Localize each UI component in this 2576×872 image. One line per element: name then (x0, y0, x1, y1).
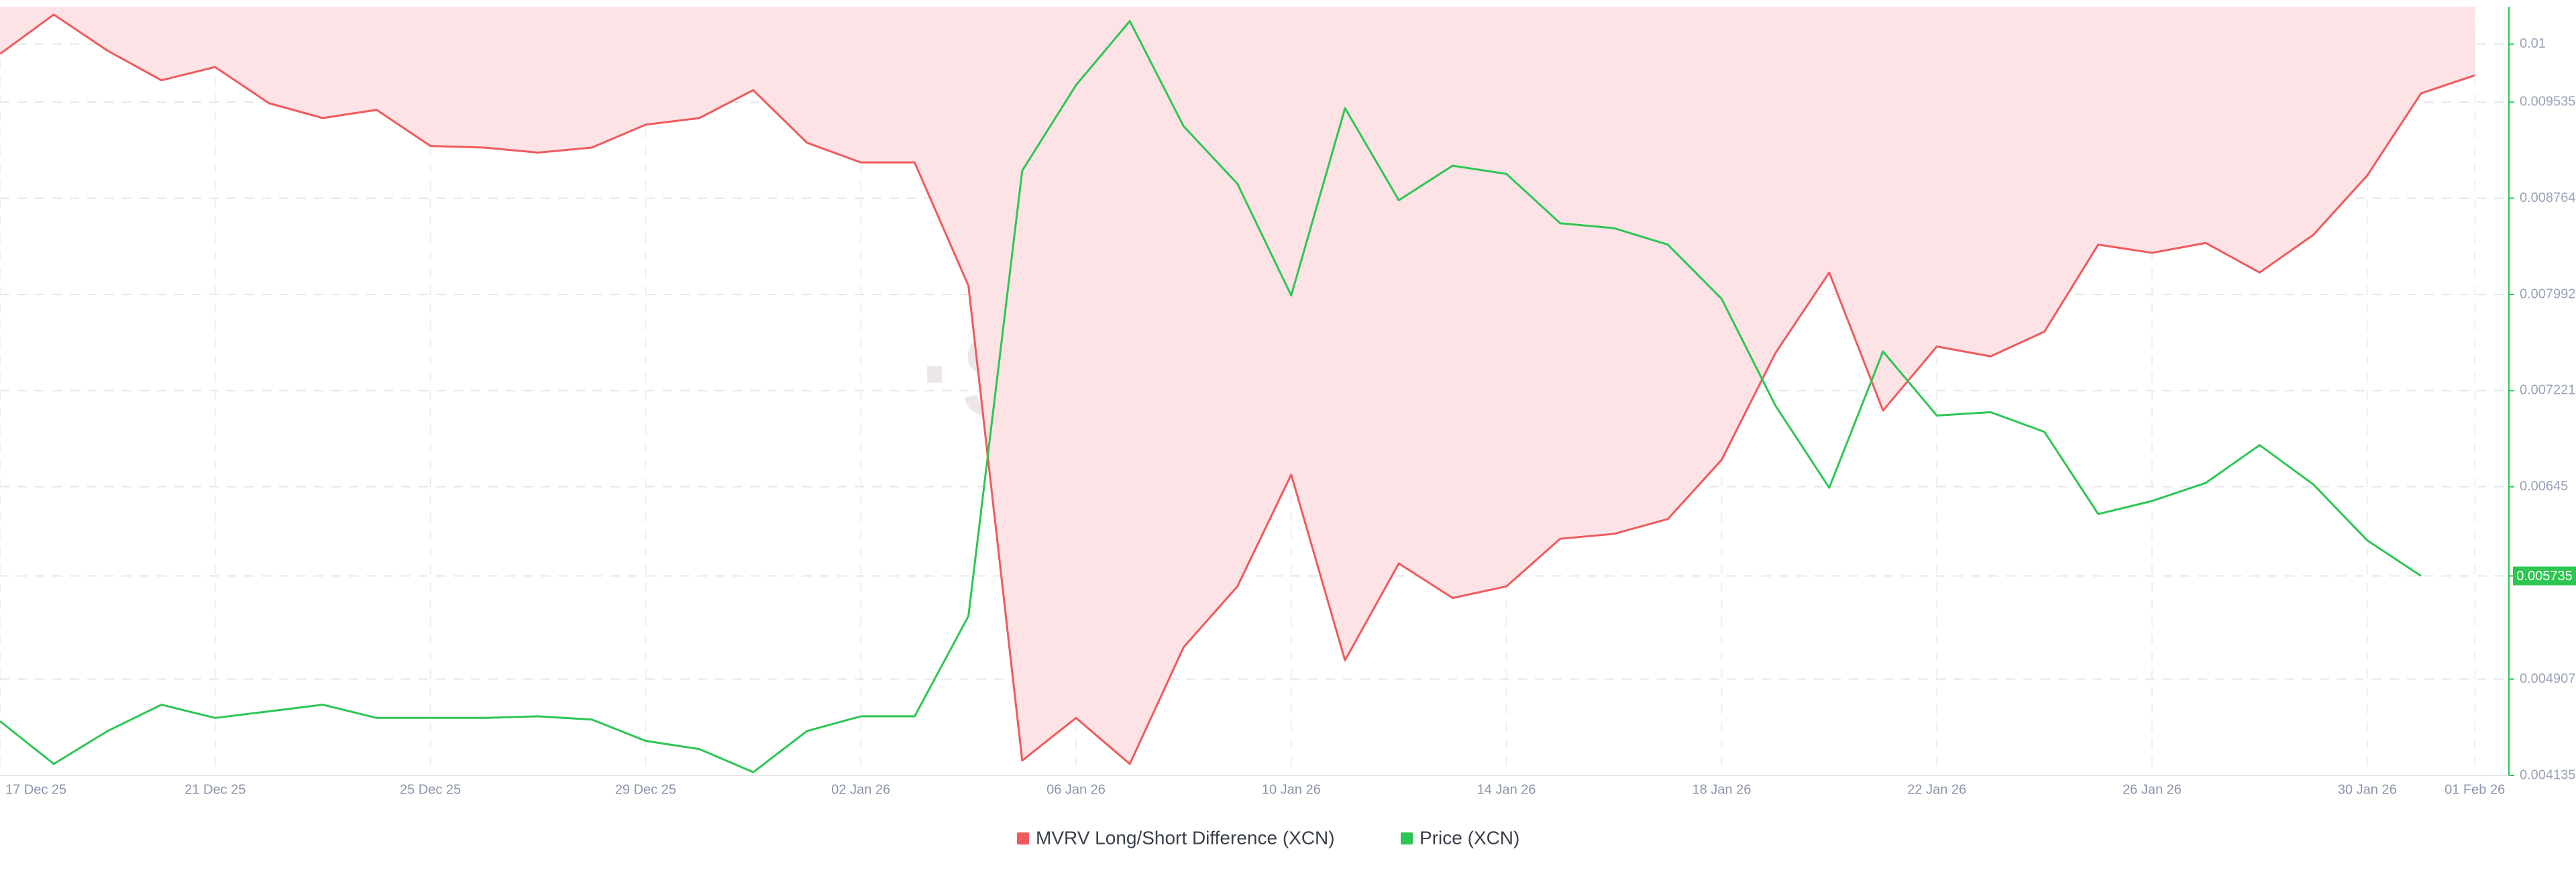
x-tick-label: 18 Jan 26 (1692, 782, 1751, 797)
y-tick-label: 0.004907 (2520, 671, 2575, 686)
axes: 0.004135 0.004907 0.005735 0.00645 0.007221 0… (0, 7, 2576, 797)
y-tick-label: 0.004135 (2520, 767, 2575, 782)
x-tick-label: 14 Jan 26 (1477, 782, 1536, 797)
x-tick-label: 21 Dec 25 (184, 782, 246, 797)
plot-area: ·santiment· (0, 7, 2475, 773)
x-tick-label: 10 Jan 26 (1262, 782, 1321, 797)
y-tick-label: 0.008764 (2520, 190, 2575, 205)
y-tick-label: 0.007992 (2520, 286, 2575, 301)
legend-swatch (1401, 832, 1413, 844)
line (0, 13, 2475, 765)
x-tick-label: 02 Jan 26 (831, 782, 890, 797)
line (0, 19, 2422, 773)
last-value-badge (2513, 566, 2576, 586)
x-tick-label: 25 Dec 25 (400, 782, 461, 797)
legend: MVRV Long/Short Difference (XCN) Price (X… (1017, 827, 1519, 848)
legend-label: Price (XCN) (1419, 827, 1519, 848)
legend-label: MVRV Long/Short Difference (XCN) (1036, 827, 1335, 848)
last-value-label: 0.005735 (2516, 569, 2572, 584)
x-tick-label: 22 Jan 26 (1907, 782, 1966, 797)
y-tick-label: 0.00645 (2520, 479, 2568, 494)
x-tick-label: 30 Jan 26 (2338, 782, 2397, 797)
x-tick-label: 01 Feb 26 (2445, 782, 2505, 797)
y-tick-label: 0.007221 (2520, 383, 2575, 398)
legend-swatch (1017, 832, 1029, 844)
y-tick-label: 0.009535 (2520, 94, 2575, 109)
x-tick-label: 29 Dec 25 (615, 782, 676, 797)
x-tick-label: 17 Dec 25 (5, 782, 66, 797)
y-tick-label: 0.01 (2520, 36, 2546, 51)
area (0, 7, 2475, 764)
x-tick-label: 26 Jan 26 (2123, 782, 2182, 797)
x-tick-label: 06 Jan 26 (1046, 782, 1106, 797)
